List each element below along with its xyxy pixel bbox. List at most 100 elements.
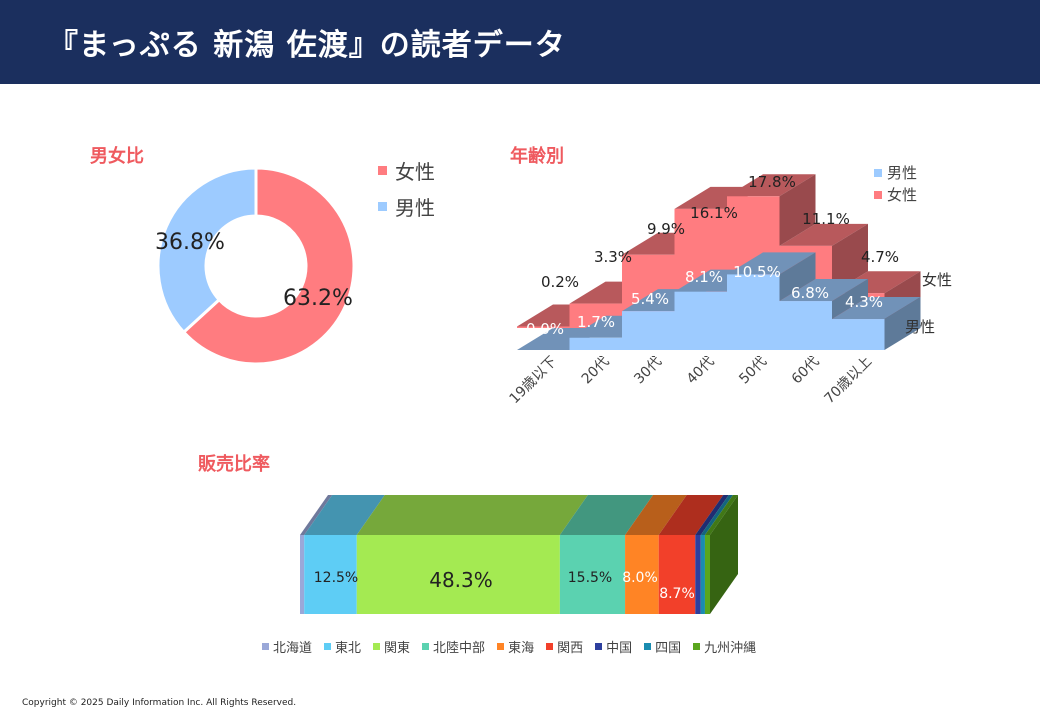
series-axis-label-female: 女性 [922,271,952,289]
donut-label-0: 63.2% [283,286,353,311]
male-data-label-4: 10.5% [733,263,781,281]
female-data-label-4: 17.8% [748,173,796,191]
sales-legend-item-5: 関西 [546,637,583,656]
male-step-top-6 [832,297,921,320]
sales-seg-top-2 [356,495,588,535]
female-step-wall-5 [832,223,868,294]
sales-data-label-1: 12.5% [314,570,358,586]
sales-seg-top-5 [658,495,724,535]
female-step-wall-4 [779,174,816,246]
page-header: 『まっぷる 新潟 佐渡』の読者データ [0,0,1040,84]
male-step-side-end [884,297,921,350]
sales-legend-label-5: 関西 [557,641,584,656]
male-step-top-5 [779,279,868,302]
legend-swatch [874,190,882,199]
sales-seg-top-6 [695,495,729,535]
sales-legend-item-3: 北陸中部 [422,637,485,656]
gender-chart-title: 男女比 [90,146,144,167]
sales-legend-label-6: 中国 [606,641,633,656]
male-step-top-4 [727,252,816,275]
sales-legend-label-7: 四国 [655,641,682,656]
sales-seg-top-3 [559,495,654,535]
female-step-top-5 [779,223,868,246]
sales-seg-top-1 [304,495,385,535]
legend-swatch [644,643,652,650]
donut-slice-1 [156,166,258,335]
male-step-bar-4 [727,274,780,350]
male-data-label-2: 5.4% [631,290,669,308]
donut-slice-0 [181,166,356,366]
legend-swatch [497,643,505,650]
legend-swatch [546,643,554,650]
sales-data-label-4: 8.0% [622,570,658,586]
sales-data-label-5: 8.7% [659,586,695,602]
male-data-label-0: 0.0% [526,320,564,338]
sales-legend: 北海道 東北 関東 北陸中部 東海 関西 中国 四国 九州沖縄 [262,637,802,656]
gender-legend-female: 女性 [378,156,435,185]
male-step-bar-3 [674,291,727,350]
legend-swatch [378,202,387,211]
legend-label-male: 男性 [395,196,435,220]
male-step-bar-2 [622,311,675,350]
sales-legend-label-3: 北陸中部 [433,641,486,656]
legend-swatch [373,643,381,650]
donut-label-1: 36.8% [155,230,225,255]
legend-swatch [378,166,387,175]
legend-swatch [422,643,430,650]
sales-seg-5 [658,535,696,614]
sales-legend-item-6: 中国 [595,637,632,656]
sales-legend-label-2: 関東 [384,641,411,656]
page-title: 『まっぷる 新潟 佐渡』の読者データ [48,28,566,63]
male-step-bar-6 [832,319,885,350]
sales-chart-title: 販売比率 [198,454,270,475]
sales-seg-top-7 [700,495,733,535]
sales-seg-top-8 [704,495,738,535]
sales-legend-item-1: 東北 [324,637,361,656]
female-data-label-5: 11.1% [802,210,850,228]
sales-legend-item-7: 四国 [644,637,681,656]
legend-label-female: 女性 [887,186,918,204]
sales-legend-item-0: 北海道 [262,637,312,656]
sales-seg-top-0 [300,495,333,535]
age-legend-male: 男性 [874,162,917,183]
legend-swatch [262,643,269,650]
male-step-wall-5 [832,279,868,320]
sales-seg-3 [559,535,626,614]
sales-seg-top-4 [625,495,687,535]
male-step-bar-5 [779,301,832,350]
sales-legend-label-8: 九州沖縄 [704,641,757,656]
legend-swatch [595,643,603,650]
female-data-label-1: 3.3% [594,248,632,266]
male-data-label-3: 8.1% [685,268,723,286]
sales-seg-0 [300,535,305,614]
series-axis-label-male: 男性 [905,318,935,336]
sales-seg-1 [304,535,357,614]
male-step-wall-4 [779,252,816,302]
sales-legend-item-2: 関東 [373,637,410,656]
legend-swatch [874,168,882,177]
female-data-label-3: 16.1% [690,204,738,222]
sales-side-end [710,495,738,614]
female-data-label-6: 4.7% [861,248,899,266]
legend-swatch [693,643,701,650]
sales-seg-8 [704,535,710,614]
sales-legend-item-4: 東海 [497,637,534,656]
sales-data-label-3: 15.5% [568,570,612,586]
age-chart-title: 年齢別 [510,146,564,167]
sales-seg-6 [695,535,701,614]
female-data-label-2: 9.9% [647,220,685,238]
gender-legend-male: 男性 [378,192,435,221]
sales-legend-label-0: 北海道 [273,641,313,656]
male-data-label-1: 1.7% [577,313,615,331]
female-data-label-0: 0.2% [541,273,579,291]
sales-seg-4 [625,535,659,614]
legend-swatch [324,643,332,650]
sales-seg-7 [700,535,705,614]
sales-legend-label-1: 東北 [335,641,362,656]
sales-legend-item-8: 九州沖縄 [693,637,756,656]
legend-label-male: 男性 [887,164,918,182]
sales-data-label-2: 48.3% [429,568,493,592]
